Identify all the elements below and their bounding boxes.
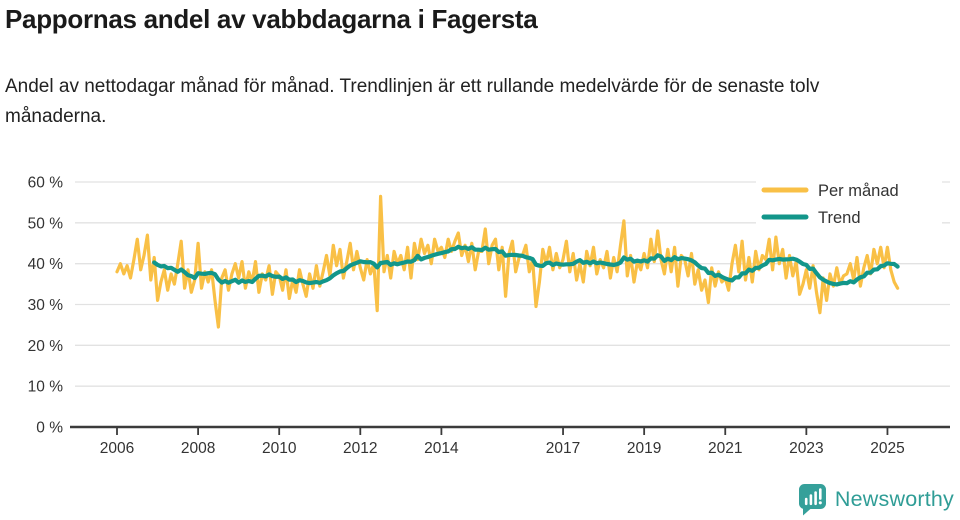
y-tick-label: 30 %: [28, 297, 64, 314]
newsworthy-logo[interactable]: Newsworthy: [797, 483, 954, 516]
newsworthy-icon: [798, 484, 826, 516]
y-tick-label: 40 %: [28, 256, 64, 273]
x-tick-label: 2023: [789, 440, 823, 457]
x-tick-label: 2008: [181, 440, 215, 457]
legend-label: Per månad: [818, 182, 899, 200]
x-tick-label: 2014: [424, 440, 459, 457]
y-tick-label: 50 %: [28, 215, 64, 232]
y-tick-label: 10 %: [28, 379, 64, 396]
legend-background: [756, 176, 942, 232]
x-tick-label: 2021: [708, 440, 742, 457]
x-tick-label: 2025: [870, 440, 904, 457]
y-tick-label: 60 %: [28, 174, 64, 191]
x-tick-label: 2010: [262, 440, 297, 457]
newsworthy-wordmark: Newsworthy: [834, 487, 954, 511]
x-tick-label: 2012: [343, 440, 377, 457]
x-tick-label: 2019: [627, 440, 661, 457]
chart-subtitle: Andel av nettodagar månad för månad. Tre…: [5, 76, 820, 128]
y-tick-label: 20 %: [28, 338, 64, 355]
legend-label: Trend: [818, 209, 861, 227]
y-tick-label: 0 %: [36, 419, 63, 436]
series-line-trend: [152, 244, 900, 287]
chart-title: Pappornas andel av vabbdagarna i Fagerst…: [5, 4, 538, 34]
x-tick-label: 2017: [546, 440, 580, 457]
x-tick-label: 2006: [100, 440, 134, 457]
